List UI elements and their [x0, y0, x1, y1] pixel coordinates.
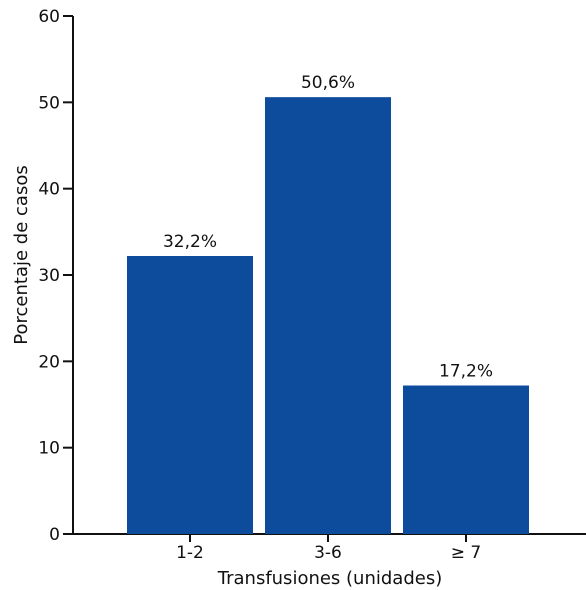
x-tick-label: 1-2 — [176, 543, 204, 563]
y-tick-label: 60 — [38, 7, 60, 27]
x-tick-label: ≥ 7 — [451, 543, 481, 563]
y-tick-label: 0 — [49, 525, 60, 545]
data-label-2: 50,6% — [301, 73, 355, 93]
y-axis: 0 10 20 30 40 50 60 — [38, 7, 73, 545]
y-axis-title: Porcentaje de casos — [11, 165, 32, 344]
x-axis-title: Transfusiones (unidades) — [217, 568, 442, 589]
bar-1 — [127, 256, 253, 534]
bar-2 — [265, 97, 391, 534]
y-tick-label: 20 — [38, 352, 60, 372]
y-tick-label: 50 — [38, 93, 60, 113]
x-tick-label: 3-6 — [314, 543, 342, 563]
x-axis: 1-2 3-6 ≥ 7 — [72, 534, 586, 563]
y-tick-label: 30 — [38, 266, 60, 286]
bars — [127, 97, 529, 534]
data-label-1: 32,2% — [163, 232, 217, 252]
y-tick-label: 40 — [38, 180, 60, 200]
y-tick-label: 10 — [38, 439, 60, 459]
bar-3 — [403, 386, 529, 534]
data-label-3: 17,2% — [439, 362, 493, 382]
